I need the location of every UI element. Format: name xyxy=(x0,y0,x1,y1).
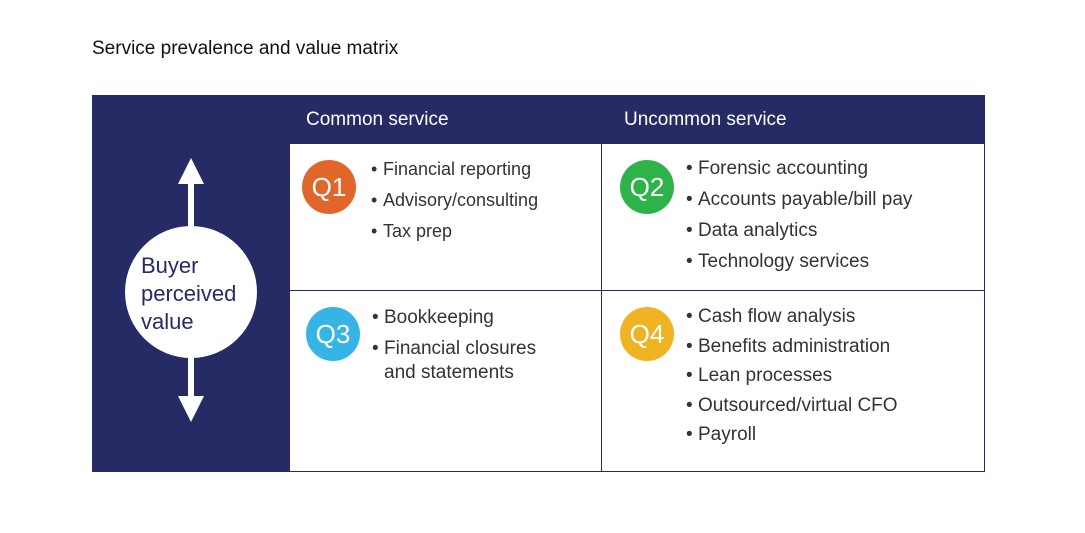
list-item: Payroll xyxy=(686,424,898,454)
arrow-up-icon xyxy=(178,158,204,184)
axis-arrow-shaft-down xyxy=(188,354,194,400)
list-item: Tax prep xyxy=(371,221,538,252)
list-item: Cash flow analysis xyxy=(686,306,898,336)
axis-label-line: perceived xyxy=(141,281,237,306)
list-item: Technology services xyxy=(686,251,912,282)
column-header-uncommon: Uncommon service xyxy=(624,109,787,130)
axis-arrow-shaft-up xyxy=(188,180,194,230)
list-item: Financial reporting xyxy=(371,159,538,190)
q4-item-list: Cash flow analysis Benefits administrati… xyxy=(686,306,898,454)
list-item: Outsourced/virtual CFO xyxy=(686,395,898,425)
q3-badge: Q3 xyxy=(306,307,360,361)
list-item: Forensic accounting xyxy=(686,158,912,189)
q3-item-list: Bookkeeping Financial closures and state… xyxy=(372,306,572,392)
axis-label: Buyer perceived value xyxy=(141,252,251,336)
q1-item-list: Financial reporting Advisory/consulting … xyxy=(371,159,538,252)
axis-label-line: value xyxy=(141,309,194,334)
q1-badge: Q1 xyxy=(302,160,356,214)
list-item: Benefits administration xyxy=(686,336,898,366)
grid-divider-horizontal xyxy=(290,290,985,291)
list-item: Bookkeeping xyxy=(372,306,572,330)
q2-badge: Q2 xyxy=(620,160,674,214)
list-item: Advisory/consulting xyxy=(371,190,538,221)
axis-label-line: Buyer xyxy=(141,253,199,278)
column-header-common: Common service xyxy=(306,109,449,130)
list-item: Data analytics xyxy=(686,220,912,251)
list-item: Accounts payable/bill pay xyxy=(686,189,912,220)
arrow-down-icon xyxy=(178,396,204,422)
q4-badge: Q4 xyxy=(620,307,674,361)
grid-divider-vertical xyxy=(601,144,602,472)
list-item: Lean processes xyxy=(686,365,898,395)
q2-item-list: Forensic accounting Accounts payable/bil… xyxy=(686,158,912,282)
list-item: Financial closures and statements xyxy=(372,337,572,385)
diagram-title: Service prevalence and value matrix xyxy=(92,38,399,59)
axis-label-circle xyxy=(125,226,257,358)
